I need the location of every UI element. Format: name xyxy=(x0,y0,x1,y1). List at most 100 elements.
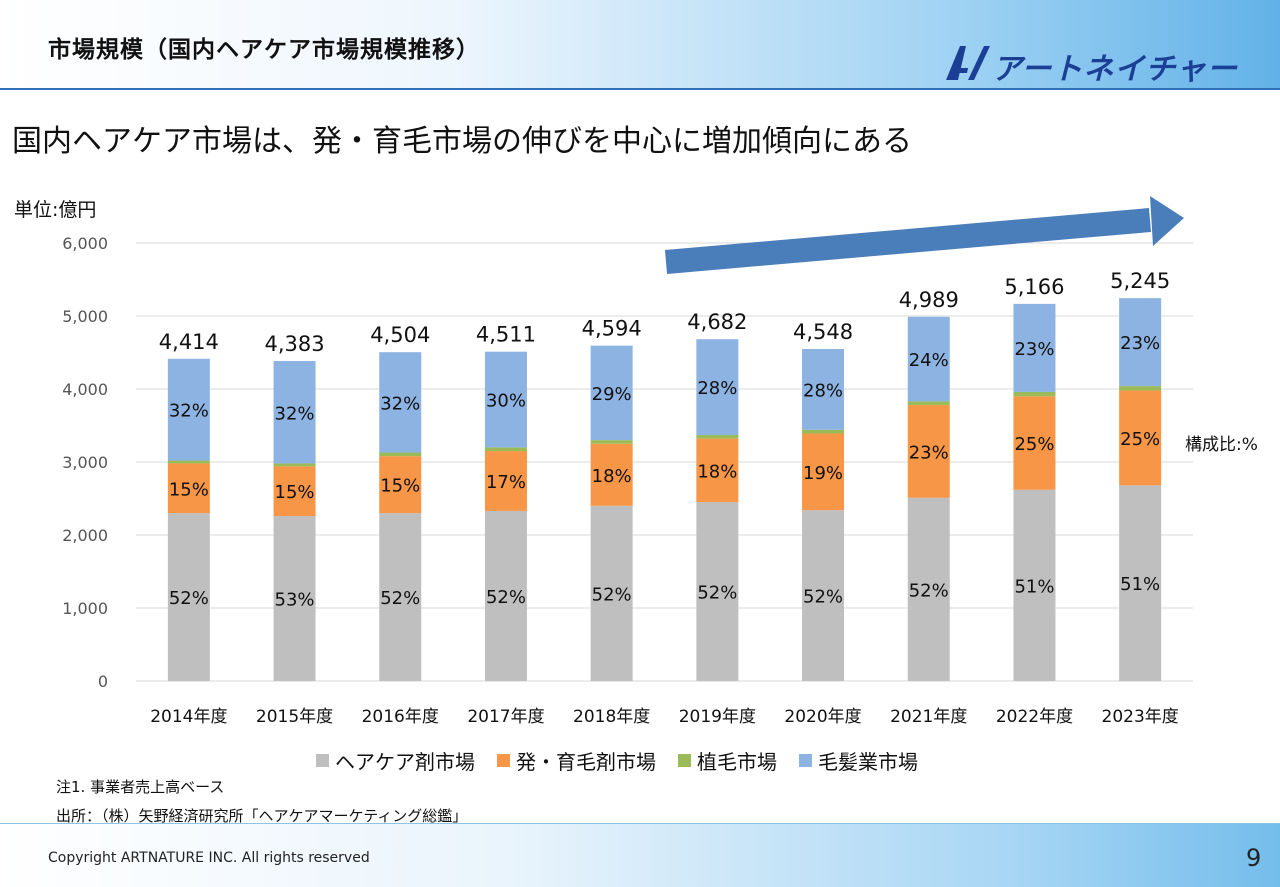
segment-share-label: 19% xyxy=(803,463,843,484)
bar-segment-haircare xyxy=(167,513,210,681)
bar-segment-haircare xyxy=(273,516,316,681)
bar-segment-growth xyxy=(167,463,210,514)
segment-share-label: 32% xyxy=(275,403,315,424)
segment-share-label: 18% xyxy=(592,466,632,487)
segment-share-label: 30% xyxy=(486,391,526,412)
y-tick-label: 2,000 xyxy=(62,526,108,545)
bar-segment-haircare xyxy=(590,505,633,681)
bar-segment-haircare xyxy=(1119,485,1162,681)
legend-label-salon: 毛髪業市場 xyxy=(818,749,918,774)
trend-arrow-shaft xyxy=(664,208,1152,274)
segment-share-label: 52% xyxy=(380,588,420,609)
trend-arrow-head xyxy=(1150,196,1184,246)
segment-share-label: 28% xyxy=(697,378,737,399)
segment-share-label: 32% xyxy=(380,393,420,414)
y-tick-label: 5,000 xyxy=(62,307,108,326)
bar-segment-haircare xyxy=(379,513,422,681)
logo-mark-icon xyxy=(946,46,990,80)
bar-segment-growth xyxy=(1013,396,1056,490)
x-tick-label: 2020年度 xyxy=(784,707,861,727)
copyright-text: Copyright ARTNATURE INC. All rights rese… xyxy=(48,850,370,866)
bar-segment-transplant xyxy=(379,452,422,457)
x-tick-label: 2022年度 xyxy=(996,707,1073,727)
bar-segment-growth xyxy=(802,433,845,511)
bar-segment-growth xyxy=(273,466,316,517)
note-source: 出所：（株）矢野経済研究所「ヘアケアマーケティング総鑑」 xyxy=(56,807,468,825)
bar-segment-transplant xyxy=(1013,391,1056,397)
bar-segment-transplant xyxy=(484,447,527,452)
x-tick-label: 2015年度 xyxy=(256,707,333,727)
bar-segment-haircare xyxy=(1013,489,1056,681)
headline: 国内ヘアケア市場は、発・育毛市場の伸びを中心に増加傾向にある xyxy=(12,124,912,159)
y-tick-label: 3,000 xyxy=(62,453,108,472)
chart-legend: ヘアケア剤市場 発・育毛剤市場 植毛市場 毛髪業市場 xyxy=(316,745,940,775)
bar-segment-salon xyxy=(167,358,210,461)
x-tick-label: 2019年度 xyxy=(679,707,756,727)
bar-segment-transplant xyxy=(696,434,739,439)
legend-swatch-salon xyxy=(799,753,812,767)
legend-label-growth: 発・育毛剤市場 xyxy=(516,749,656,774)
segment-share-label: 29% xyxy=(592,384,632,405)
segment-share-label: 52% xyxy=(909,580,949,601)
bar-segment-salon xyxy=(379,352,422,453)
note-basis: 注1. 事業者売上高ベース xyxy=(56,778,225,796)
segment-share-label: 52% xyxy=(697,583,737,604)
segment-share-label: 15% xyxy=(169,479,209,500)
segment-share-label: 52% xyxy=(592,584,632,605)
bar-segment-growth xyxy=(696,438,739,503)
bar-total-label: 4,594 xyxy=(582,317,642,341)
bar-segment-transplant xyxy=(802,429,845,434)
segment-share-label: 28% xyxy=(803,380,843,401)
bar-total-label: 4,989 xyxy=(899,288,959,312)
segment-share-label: 23% xyxy=(1014,339,1054,360)
bar-segment-growth xyxy=(379,456,422,514)
legend-swatch-transplant xyxy=(678,753,691,767)
bar-total-label: 4,548 xyxy=(793,320,853,344)
bar-segment-growth xyxy=(907,405,950,498)
segment-share-label: 23% xyxy=(1120,333,1160,354)
y-tick-label: 1,000 xyxy=(62,599,108,618)
legend-item-growth: 発・育毛剤市場 xyxy=(497,746,656,775)
bar-total-label: 4,682 xyxy=(687,310,747,334)
logo-text: アートネイチャー xyxy=(992,52,1238,87)
legend-item-salon: 毛髪業市場 xyxy=(799,746,918,775)
x-tick-label: 2016年度 xyxy=(362,707,439,727)
bar-total-label: 5,166 xyxy=(1004,275,1064,299)
x-tick-label: 2017年度 xyxy=(467,707,544,727)
legend-label-transplant: 植毛市場 xyxy=(697,749,777,774)
legend-label-haircare: ヘアケア剤市場 xyxy=(335,749,475,774)
segment-share-label: 25% xyxy=(1014,434,1054,455)
segment-share-label: 52% xyxy=(803,587,843,608)
y-tick-label: 6,000 xyxy=(62,234,108,253)
x-tick-label: 2014年度 xyxy=(150,707,227,727)
segment-share-label: 23% xyxy=(909,442,949,463)
page-number: 9 xyxy=(1246,844,1262,872)
y-tick-label: 0 xyxy=(98,672,108,691)
footer-band: Copyright ARTNATURE INC. All rights rese… xyxy=(0,823,1280,887)
bar-segment-transplant xyxy=(167,460,210,464)
x-tick-label: 2021年度 xyxy=(890,707,967,727)
bar-segment-growth xyxy=(590,443,633,506)
bar-segment-haircare xyxy=(907,497,950,681)
bar-segment-salon xyxy=(696,339,739,435)
unit-label: 単位:億円 xyxy=(14,199,97,221)
bar-total-label: 4,504 xyxy=(370,323,430,347)
composition-label: 構成比:% xyxy=(1185,435,1258,455)
bar-segment-transplant xyxy=(1119,386,1162,391)
bar-segment-transplant xyxy=(590,440,633,444)
segment-share-label: 25% xyxy=(1120,429,1160,450)
x-tick-label: 2018年度 xyxy=(573,707,650,727)
bar-segment-transplant xyxy=(273,463,316,467)
bar-total-label: 4,511 xyxy=(476,323,536,347)
bar-segment-salon xyxy=(1013,303,1056,392)
y-tick-label: 4,000 xyxy=(62,380,108,399)
legend-item-haircare: ヘアケア剤市場 xyxy=(316,746,475,775)
segment-share-label: 52% xyxy=(486,587,526,608)
bar-segment-haircare xyxy=(484,510,527,681)
segment-share-label: 15% xyxy=(380,476,420,497)
segment-share-label: 15% xyxy=(275,482,315,503)
bar-total-label: 4,414 xyxy=(159,330,219,354)
bar-segment-haircare xyxy=(802,510,845,681)
header-rule xyxy=(0,88,1280,90)
